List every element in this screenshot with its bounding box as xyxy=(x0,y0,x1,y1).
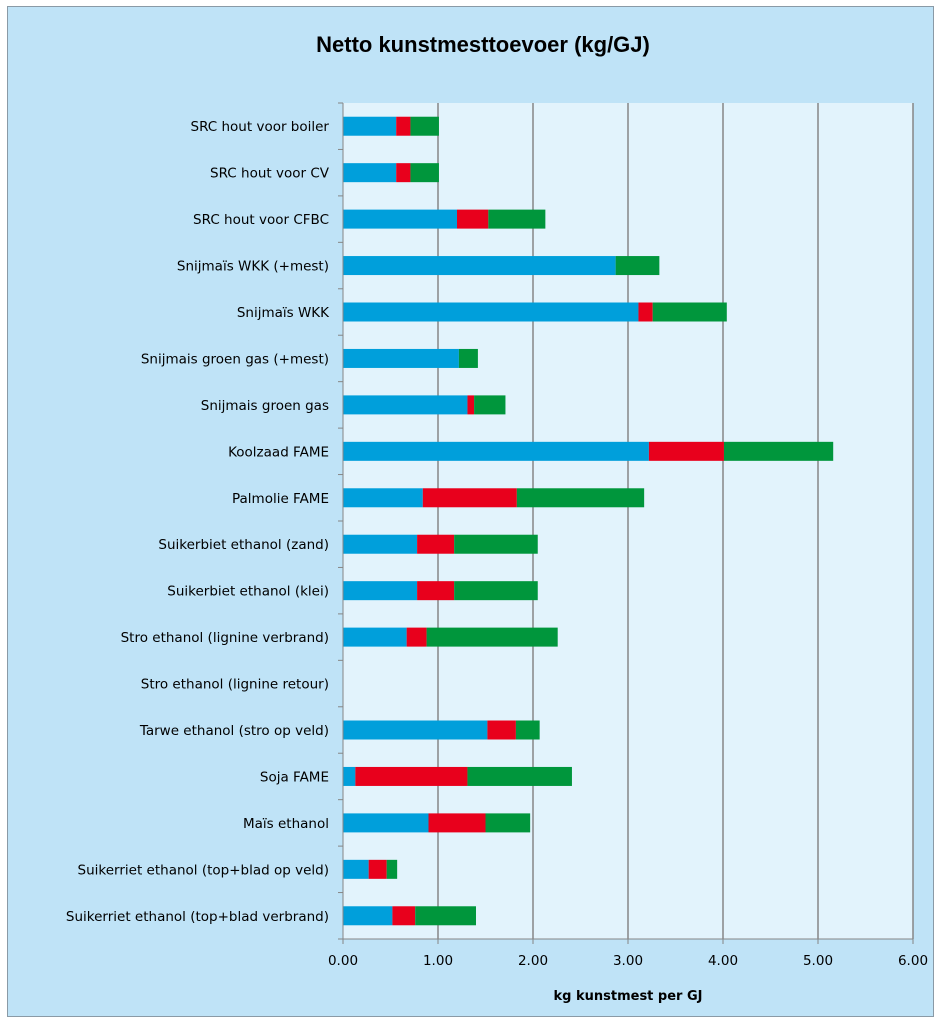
bar-segment xyxy=(415,906,476,926)
bar-segment xyxy=(648,441,724,461)
bar-segment xyxy=(343,302,639,322)
bar-segment xyxy=(467,766,572,786)
bar-segment xyxy=(396,116,411,136)
bar-segment xyxy=(368,859,387,879)
bar-segment xyxy=(343,766,356,786)
category-label: Suikerbiet ethanol (zand) xyxy=(158,537,329,553)
bar-segment xyxy=(343,116,397,136)
bar-segment xyxy=(343,720,488,740)
x-axis-title: kg kunstmest per GJ xyxy=(554,989,703,1004)
bar-segment xyxy=(343,163,397,183)
category-label: Snijmais groen gas (+mest) xyxy=(141,351,329,367)
bar-segment xyxy=(417,581,455,601)
bar-segment xyxy=(410,116,439,136)
bar-segment xyxy=(343,488,423,508)
x-tick-label: 1.00 xyxy=(423,953,453,969)
bar-segment xyxy=(457,209,489,229)
axes xyxy=(338,102,914,944)
category-label: SRC hout voor CV xyxy=(210,166,330,182)
bar-segment xyxy=(417,534,455,554)
bar-segment xyxy=(343,395,468,415)
category-label: Snijmaïs WKK xyxy=(237,305,330,321)
bar-segment xyxy=(516,488,645,508)
category-label: SRC hout voor boiler xyxy=(191,119,330,135)
bar-segment xyxy=(343,441,649,461)
gridlines xyxy=(437,103,914,939)
bar-segment xyxy=(723,441,834,461)
category-label: Soja FAME xyxy=(260,769,329,785)
bar-segment xyxy=(454,534,538,554)
category-label: Suikerriet ethanol (top+blad verbrand) xyxy=(66,909,329,925)
bar-segment xyxy=(652,302,727,322)
bar-segment xyxy=(343,813,429,833)
x-tick-label: 4.00 xyxy=(708,953,738,969)
category-label: Suikerriet ethanol (top+blad op veld) xyxy=(78,862,329,878)
category-label: Koolzaad FAME xyxy=(228,444,329,460)
x-tick-label: 5.00 xyxy=(803,953,833,969)
x-tick-label: 0.00 xyxy=(328,953,358,969)
bar-segment xyxy=(638,302,653,322)
bar-segment xyxy=(487,720,516,740)
chart-frame: 0.00 1.00 2.00 3.00 4.00 5.00 6.00 SRC hout voo… xyxy=(7,6,934,1017)
category-label: SRC hout voor CFBC xyxy=(193,212,329,228)
bar-segment xyxy=(343,534,418,554)
labels: 0.00 1.00 2.00 3.00 4.00 5.00 6.00 SRC hout voo… xyxy=(66,119,928,969)
bar-segment xyxy=(458,348,478,368)
category-label: Snijmaïs WKK (+mest) xyxy=(177,259,329,275)
bar-segment xyxy=(454,581,538,601)
bar-segment xyxy=(485,813,531,833)
bar-segment xyxy=(386,859,398,879)
bar-segment xyxy=(422,488,517,508)
bars xyxy=(343,116,834,926)
bar-segment xyxy=(410,163,439,183)
category-label: Tarwe ethanol (stro op veld) xyxy=(139,723,329,739)
bar-segment xyxy=(355,766,468,786)
bar-segment xyxy=(428,813,486,833)
bar-segment xyxy=(343,581,418,601)
bar-segment xyxy=(343,256,616,276)
bar-segment xyxy=(343,859,369,879)
category-label: Suikerbiet ethanol (klei) xyxy=(167,584,329,600)
category-label: Palmolie FAME xyxy=(232,491,329,507)
bar-segment xyxy=(343,906,393,926)
category-label: Maïs ethanol xyxy=(243,816,329,832)
bar-segment xyxy=(406,627,427,647)
x-tick-label: 3.00 xyxy=(613,953,643,969)
x-tick-label: 6.00 xyxy=(898,953,928,969)
chart: 0.00 1.00 2.00 3.00 4.00 5.00 6.00 SRC hout voo… xyxy=(66,32,928,1004)
category-label: Stro ethanol (lignine verbrand) xyxy=(121,630,329,646)
category-label: Stro ethanol (lignine retour) xyxy=(141,677,329,693)
bar-segment xyxy=(396,163,411,183)
bar-segment xyxy=(343,348,459,368)
bar-segment xyxy=(515,720,540,740)
bar-segment xyxy=(488,209,546,229)
bar-segment xyxy=(467,395,475,415)
bar-segment xyxy=(343,209,457,229)
bar-segment xyxy=(426,627,558,647)
chart-title: Netto kunstmesttoevoer (kg/GJ) xyxy=(316,32,650,57)
bar-segment xyxy=(474,395,506,415)
category-label: Snijmais groen gas xyxy=(201,398,329,414)
bar-segment xyxy=(343,627,407,647)
bar-segment xyxy=(392,906,416,926)
x-tick-label: 2.00 xyxy=(518,953,548,969)
bar-segment xyxy=(615,256,660,276)
